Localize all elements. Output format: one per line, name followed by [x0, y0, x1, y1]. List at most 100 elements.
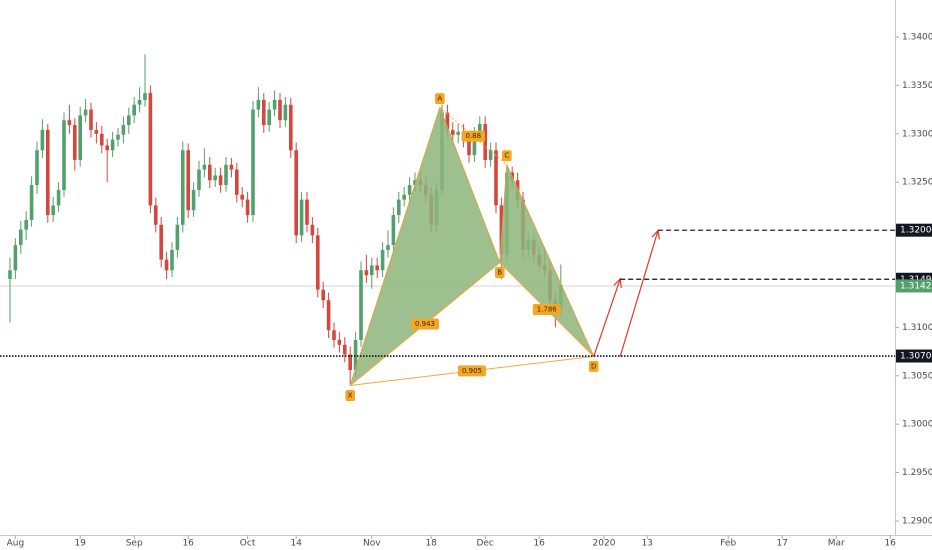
candle-body	[24, 219, 28, 230]
x-tick-label: 16	[533, 539, 545, 549]
level-label-box	[896, 349, 932, 363]
x-tick-label: 19	[74, 539, 86, 549]
candle-body	[261, 99, 266, 126]
x-tick-label: 16	[884, 539, 896, 549]
candle-body	[62, 120, 66, 190]
candle-body	[132, 104, 136, 116]
x-tick-label: 18	[425, 539, 437, 549]
x-tick-label: Sep	[126, 539, 143, 549]
last-price-label: 1.31428	[900, 281, 932, 291]
x-tick-label: 2020	[593, 539, 616, 549]
pattern-label-box	[494, 267, 505, 279]
last-price-box	[896, 279, 932, 293]
candle-body	[369, 265, 374, 276]
candle-body	[321, 289, 325, 301]
candle-body	[35, 150, 39, 186]
candle-body	[359, 270, 363, 340]
candle-body	[396, 199, 401, 216]
candle-body	[353, 339, 358, 370]
y-tick-label: 1.30500	[902, 371, 932, 381]
pattern-label-box	[345, 389, 355, 401]
candle-body	[8, 270, 12, 279]
candle-body	[326, 300, 331, 331]
candle-body	[450, 129, 455, 135]
candle-body	[105, 145, 109, 151]
pattern-label: B	[497, 269, 502, 277]
pattern-label: A	[437, 95, 442, 103]
candle-body	[315, 235, 320, 290]
candle-body	[110, 139, 115, 151]
level-label: 1.32004	[900, 226, 932, 236]
level-label-box	[896, 223, 932, 237]
candle-body	[175, 224, 180, 250]
candle-body	[380, 249, 385, 271]
x-tick-label: Feb	[720, 539, 736, 549]
candle-body	[413, 180, 417, 186]
candle-body	[348, 354, 352, 370]
candle-body	[288, 104, 293, 151]
candle-body	[89, 109, 93, 130]
candle-body	[477, 124, 482, 135]
candle-body	[126, 115, 131, 126]
pattern-label-box	[461, 130, 486, 142]
x-tick-label: 16	[182, 539, 194, 549]
x-tick-label: 13	[641, 539, 652, 549]
candle-body	[164, 259, 169, 271]
candle-body	[197, 169, 201, 190]
pattern-label-box	[532, 303, 561, 315]
pattern-label: 0.88	[466, 132, 482, 140]
candle-body	[83, 109, 88, 116]
candle-body	[29, 185, 34, 220]
candle-body	[229, 164, 234, 170]
pattern-label: D	[591, 362, 596, 370]
level-label: 1.30704	[900, 352, 932, 362]
candle-body	[56, 189, 61, 206]
projection-arrow	[593, 278, 621, 357]
candle-body	[67, 120, 72, 126]
pattern-label-box	[435, 93, 445, 105]
candle-body	[180, 150, 185, 225]
candle-body	[278, 99, 282, 121]
pattern-label: X	[348, 391, 353, 399]
x-tick-label: Nov	[363, 539, 381, 549]
pattern-label: C	[504, 152, 509, 160]
candle-body	[342, 344, 347, 355]
candle-body	[207, 164, 212, 181]
candle-body	[305, 199, 309, 225]
candle-body	[213, 175, 217, 181]
pattern-label: 0.943	[415, 320, 435, 328]
pattern-label-box	[457, 365, 486, 377]
pattern-label-box	[410, 318, 439, 330]
candle-body	[121, 125, 126, 135]
candle-body	[494, 150, 498, 206]
pattern-label: 0.905	[462, 367, 482, 375]
x-tick-label: 17	[776, 539, 787, 549]
candle-body	[159, 224, 163, 260]
candle-body	[391, 215, 396, 246]
pattern-label-box	[588, 360, 599, 372]
candle-body	[272, 99, 277, 110]
candle-body	[143, 93, 147, 100]
pattern-label-box	[501, 150, 512, 162]
candle-body	[456, 131, 460, 135]
candle-body	[488, 150, 493, 160]
candle-body	[472, 134, 477, 156]
y-tick-label: 1.29500	[902, 468, 932, 478]
x-tick-label: Dec	[476, 539, 493, 549]
candle-body	[467, 139, 471, 156]
candle-body	[191, 189, 196, 211]
candle-body	[294, 150, 298, 236]
candle-body	[202, 164, 207, 170]
candle-body	[224, 164, 228, 186]
candle-body	[375, 265, 379, 271]
y-tick-label: 1.30000	[902, 420, 932, 430]
candle-body	[94, 129, 99, 134]
candle-body	[386, 245, 390, 250]
x-tick-label: Aug	[7, 539, 25, 549]
candle-body	[18, 229, 23, 246]
candle-body	[310, 224, 315, 236]
candle-body	[137, 99, 142, 105]
candle-body	[148, 93, 153, 206]
candle-body	[78, 115, 82, 160]
